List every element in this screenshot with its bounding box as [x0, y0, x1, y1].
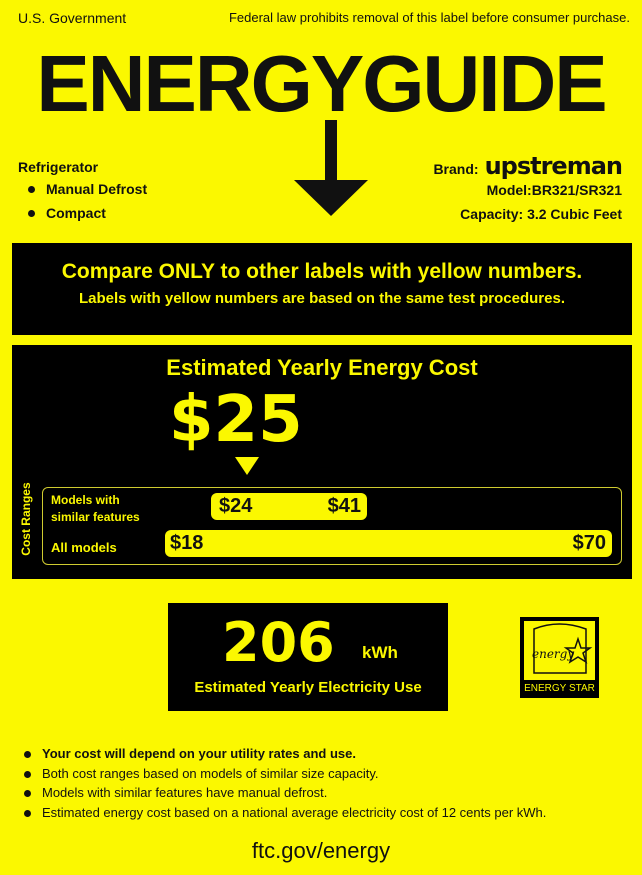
- similar-label-line2: similar features: [51, 510, 140, 524]
- notes-list: Your cost will depend on your utility ra…: [20, 746, 630, 824]
- electricity-box: 206 kWh Estimated Yearly Electricity Use: [168, 603, 448, 711]
- brand-label: Brand:: [433, 161, 479, 177]
- brand-logo: upstreman: [484, 152, 623, 180]
- compare-line2: Labels with yellow numbers are based on …: [79, 290, 565, 307]
- brand: Brand: upstreman: [433, 152, 623, 180]
- note-item: Models with similar features have manual…: [20, 785, 630, 805]
- feature-item: Manual Defrost: [24, 181, 147, 205]
- electricity-label: Estimated Yearly Electricity Use: [194, 679, 422, 696]
- note-item: Estimated energy cost based on a nationa…: [20, 805, 630, 825]
- all-range-bar: $18 $70: [165, 530, 612, 557]
- compare-line1: Compare ONLY to other labels with yellow…: [61, 260, 583, 283]
- energy-star-logo: energy ENERGY STAR: [520, 617, 599, 698]
- arrow-down-icon: [325, 120, 337, 190]
- capacity: Capacity: 3.2 Cubic Feet: [460, 206, 622, 222]
- similar-max: $41: [327, 495, 361, 517]
- all-min: $18: [170, 532, 204, 554]
- cost-ranges-frame: Models with similar features All models …: [42, 487, 622, 565]
- cost-marker-icon: [235, 457, 259, 475]
- arrow-head-icon: [294, 180, 368, 216]
- us-government-text: U.S. Government: [18, 10, 127, 26]
- energy-star-label: ENERGY STAR: [524, 683, 595, 694]
- kwh-value: 206: [222, 611, 335, 674]
- model: Model:BR321/SR321: [486, 182, 622, 198]
- note-item: Both cost ranges based on models of simi…: [20, 766, 630, 786]
- cost-box: Estimated Yearly Energy Cost $25 Cost Ra…: [12, 345, 632, 579]
- energy-star-icon: energy: [524, 621, 595, 680]
- cost-ranges-label: Cost Ranges: [19, 482, 33, 556]
- similar-min: $24: [219, 495, 253, 517]
- energyguide-title: ENERGYGUIDE: [36, 39, 607, 128]
- feature-item: Compact: [24, 205, 147, 229]
- ftc-link[interactable]: ftc.gov/energy: [251, 838, 391, 863]
- all-max: $70: [572, 532, 606, 554]
- product-type: Refrigerator: [18, 159, 99, 175]
- compare-box: Compare ONLY to other labels with yellow…: [12, 243, 632, 335]
- similar-range-bar: $24 $41: [211, 493, 367, 520]
- cost-value: $25: [169, 383, 303, 457]
- kwh-unit: kWh: [362, 643, 398, 662]
- similar-label-line1: Models with: [51, 493, 120, 507]
- similar-label: Models with similar features: [51, 492, 140, 526]
- all-models-label: All models: [51, 540, 117, 555]
- cost-title: Estimated Yearly Energy Cost: [166, 355, 478, 380]
- energy-star-script: energy: [532, 647, 575, 661]
- note-item: Your cost will depend on your utility ra…: [20, 746, 630, 766]
- federal-law-notice: Federal law prohibits removal of this la…: [228, 10, 630, 25]
